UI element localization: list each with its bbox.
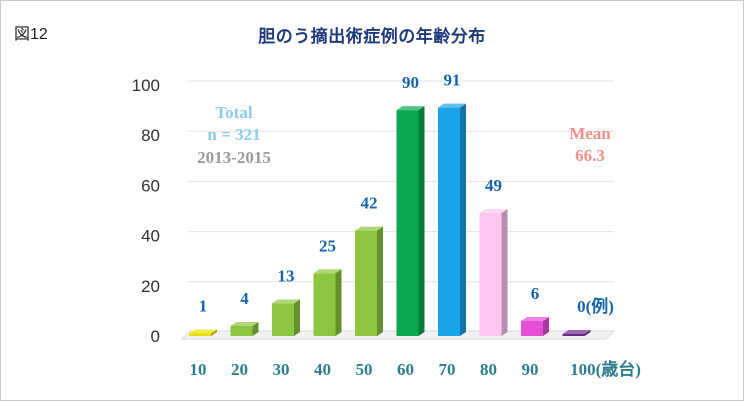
bar — [479, 209, 508, 336]
x-tick-label: 90 — [522, 360, 539, 379]
x-tick-label: 60 — [397, 360, 414, 379]
bar-front — [521, 320, 543, 336]
x-tick-label: 80 — [480, 360, 497, 379]
data-label: 42 — [361, 194, 378, 213]
y-tick-label: 60 — [141, 176, 160, 195]
x-tick-label: 10 — [190, 360, 207, 379]
total-label: Total — [215, 103, 252, 122]
bar — [313, 269, 342, 336]
bar-top — [438, 103, 466, 108]
bar-side — [418, 106, 425, 336]
x-axis-ticks: 10 20 30 40 50 60 70 80 90 100(歳台) — [190, 359, 641, 379]
figure-label: 図12 — [14, 26, 48, 43]
bar-side — [252, 321, 259, 336]
bar-side — [377, 226, 383, 336]
bar — [272, 299, 300, 336]
bar-front — [230, 325, 253, 336]
y-tick-label: 80 — [141, 126, 160, 145]
bar-side — [584, 330, 591, 336]
data-label: 1 — [199, 296, 208, 315]
bar-front — [355, 230, 377, 336]
x-tick-label: 100(歳台) — [570, 359, 641, 379]
bar — [189, 329, 217, 336]
bar-side — [211, 329, 217, 336]
x-tick-label: 30 — [273, 360, 290, 379]
bar-side — [543, 316, 549, 336]
x-tick-label: 40 — [314, 360, 331, 379]
bar — [562, 330, 591, 336]
mean-value: 66.3 — [575, 146, 605, 165]
data-label: 91 — [444, 71, 461, 90]
y-tick-label: 0 — [151, 327, 160, 346]
n-label: n = 321 — [207, 125, 260, 144]
bar — [521, 316, 549, 336]
bar-front — [272, 303, 294, 336]
bar-side — [335, 269, 342, 336]
bar-side — [294, 299, 300, 336]
bar-side — [501, 209, 508, 336]
bar-front — [438, 107, 460, 336]
bar-front — [479, 213, 502, 336]
bar-front — [313, 273, 336, 336]
data-label: 4 — [240, 289, 249, 308]
bar-top — [521, 316, 549, 321]
x-tick-label: 70 — [439, 360, 456, 379]
bar — [438, 103, 466, 336]
x-tick-label: 50 — [356, 360, 373, 379]
data-label: 0(例) — [577, 296, 614, 316]
y-tick-label: 20 — [141, 277, 160, 296]
mean-label: Mean — [569, 124, 611, 143]
bar-top — [313, 269, 342, 274]
bar-top — [189, 329, 217, 334]
chart-title: 胆のう摘出術症例の年齢分布 — [258, 27, 486, 47]
y-axis-ticks: 0 20 40 60 80 100 — [132, 76, 160, 346]
bar — [396, 106, 425, 336]
bar-top — [230, 321, 259, 326]
bar-top — [355, 226, 383, 231]
bar-front — [396, 110, 419, 336]
bar-top — [479, 209, 508, 214]
bar — [355, 226, 383, 336]
bar-side — [460, 103, 466, 336]
bar-top — [396, 106, 425, 111]
bar-front — [562, 334, 585, 336]
years-label: 2013-2015 — [197, 148, 271, 167]
bar — [230, 321, 259, 336]
bar-top — [272, 299, 300, 304]
data-label: 25 — [319, 236, 336, 255]
bar-front — [189, 333, 211, 336]
bars — [189, 103, 591, 336]
data-label: 13 — [278, 266, 295, 285]
data-label: 90 — [402, 73, 419, 92]
bar-top — [562, 330, 591, 334]
data-labels: 1 4 13 25 42 90 91 49 6 0(例) — [199, 71, 614, 316]
y-tick-label: 100 — [132, 76, 160, 95]
x-tick-label: 20 — [231, 360, 248, 379]
data-label: 49 — [485, 176, 502, 195]
y-tick-label: 40 — [141, 227, 160, 246]
data-label: 6 — [531, 284, 540, 303]
